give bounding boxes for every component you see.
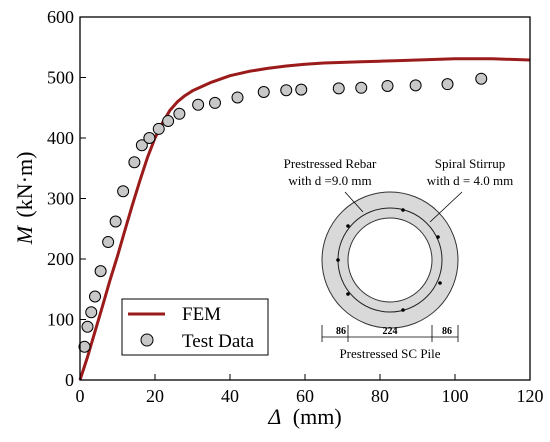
rebar-dot	[438, 281, 442, 285]
y-tick-label: 600	[47, 7, 74, 27]
plot-frame	[79, 16, 531, 381]
inset-title: Prestressed SC Pile	[339, 346, 440, 361]
rebar-dot	[401, 208, 405, 212]
test-data-point	[231, 91, 244, 104]
test-data-point	[94, 265, 107, 278]
test-data-point	[78, 340, 91, 353]
test-data-point	[109, 215, 122, 228]
dimension-right: 86	[442, 326, 452, 337]
test-data-point	[475, 72, 488, 85]
test-data-point	[295, 83, 308, 96]
test-data-point	[128, 156, 141, 169]
x-tick-label: 80	[371, 386, 389, 406]
x-tick-label: 60	[296, 386, 314, 406]
test-data-point	[173, 107, 186, 120]
test-data-point	[209, 96, 221, 109]
stirrup-callout-line2: with d = 4.0 mm	[427, 173, 513, 188]
axis-ticks: 0 20 40 60 80 100 120 0 100 200 300 400 500 600	[47, 7, 544, 406]
dimension-left: 86	[336, 326, 346, 337]
legend: FEM Test Data	[121, 298, 269, 356]
test-data-point	[280, 84, 293, 97]
test-data-point	[81, 320, 94, 333]
dimension-middle: 224	[383, 326, 398, 337]
test-data-point	[162, 115, 175, 128]
rebar-callout-line2: with d =9.0 mm	[288, 173, 371, 188]
y-tick-label: 100	[47, 310, 74, 330]
rebar-dot	[346, 224, 350, 228]
test-data-point	[117, 185, 130, 198]
test-data-point	[332, 82, 345, 95]
test-data-point	[192, 98, 205, 111]
x-tick-label: 100	[442, 386, 469, 406]
stirrup-callout-with: with d = 4.0 mm	[427, 173, 513, 188]
x-axis-label: Δ (mm)	[267, 404, 341, 429]
x-tick-label: 20	[146, 386, 164, 406]
test-data-point	[441, 78, 454, 91]
rebar-dot	[336, 258, 340, 262]
test-data-point	[85, 306, 98, 319]
y-tick-label: 300	[47, 189, 74, 209]
stirrup-leader	[429, 191, 463, 223]
rebar-dot	[346, 292, 350, 296]
pile-inner-hole	[347, 217, 433, 303]
legend-test-swatch	[140, 333, 154, 347]
rebar-callout-with: with d =9.0 mm	[288, 173, 371, 188]
rebar-dots	[336, 208, 442, 312]
test-data-point	[409, 79, 422, 92]
test-data-point	[102, 236, 115, 249]
test-data-point	[257, 86, 270, 99]
rebar-dot	[401, 308, 405, 312]
rebar-dot	[436, 235, 440, 239]
test-data-point	[135, 139, 148, 152]
plot-series	[78, 57, 531, 381]
y-tick-label: 200	[47, 249, 74, 269]
test-data-point	[355, 81, 368, 94]
test-data-point	[143, 132, 156, 144]
y-axis-symbol: M	[12, 224, 37, 245]
legend-test-label: Test Data	[182, 331, 255, 352]
test-data-point	[152, 122, 165, 135]
legend-fem-label: FEM	[182, 304, 221, 325]
test-data-point	[89, 290, 101, 303]
y-tick-label: 400	[47, 128, 74, 148]
x-tick-label: 40	[221, 386, 239, 406]
y-axis-label: M (kN·m)	[12, 152, 37, 246]
x-axis-unit: (mm)	[293, 404, 342, 429]
x-tick-label: 120	[517, 386, 544, 406]
fem-line	[78, 57, 531, 381]
rebar-callout-line1: Prestressed Rebar	[284, 156, 377, 171]
x-tick-label: 0	[76, 386, 85, 406]
rebar-leader	[344, 191, 364, 213]
test-data-point	[381, 79, 394, 92]
y-tick-label: 500	[47, 68, 74, 88]
stirrup-callout-line1: Spiral Stirrup	[435, 156, 505, 171]
y-tick-label: 0	[65, 370, 74, 390]
pile-cross-section-inset: Prestressed Rebar with d =9.0 mm Spiral …	[284, 156, 514, 361]
x-axis-symbol: Δ	[267, 404, 281, 429]
y-axis-unit: (kN·m)	[12, 152, 37, 218]
